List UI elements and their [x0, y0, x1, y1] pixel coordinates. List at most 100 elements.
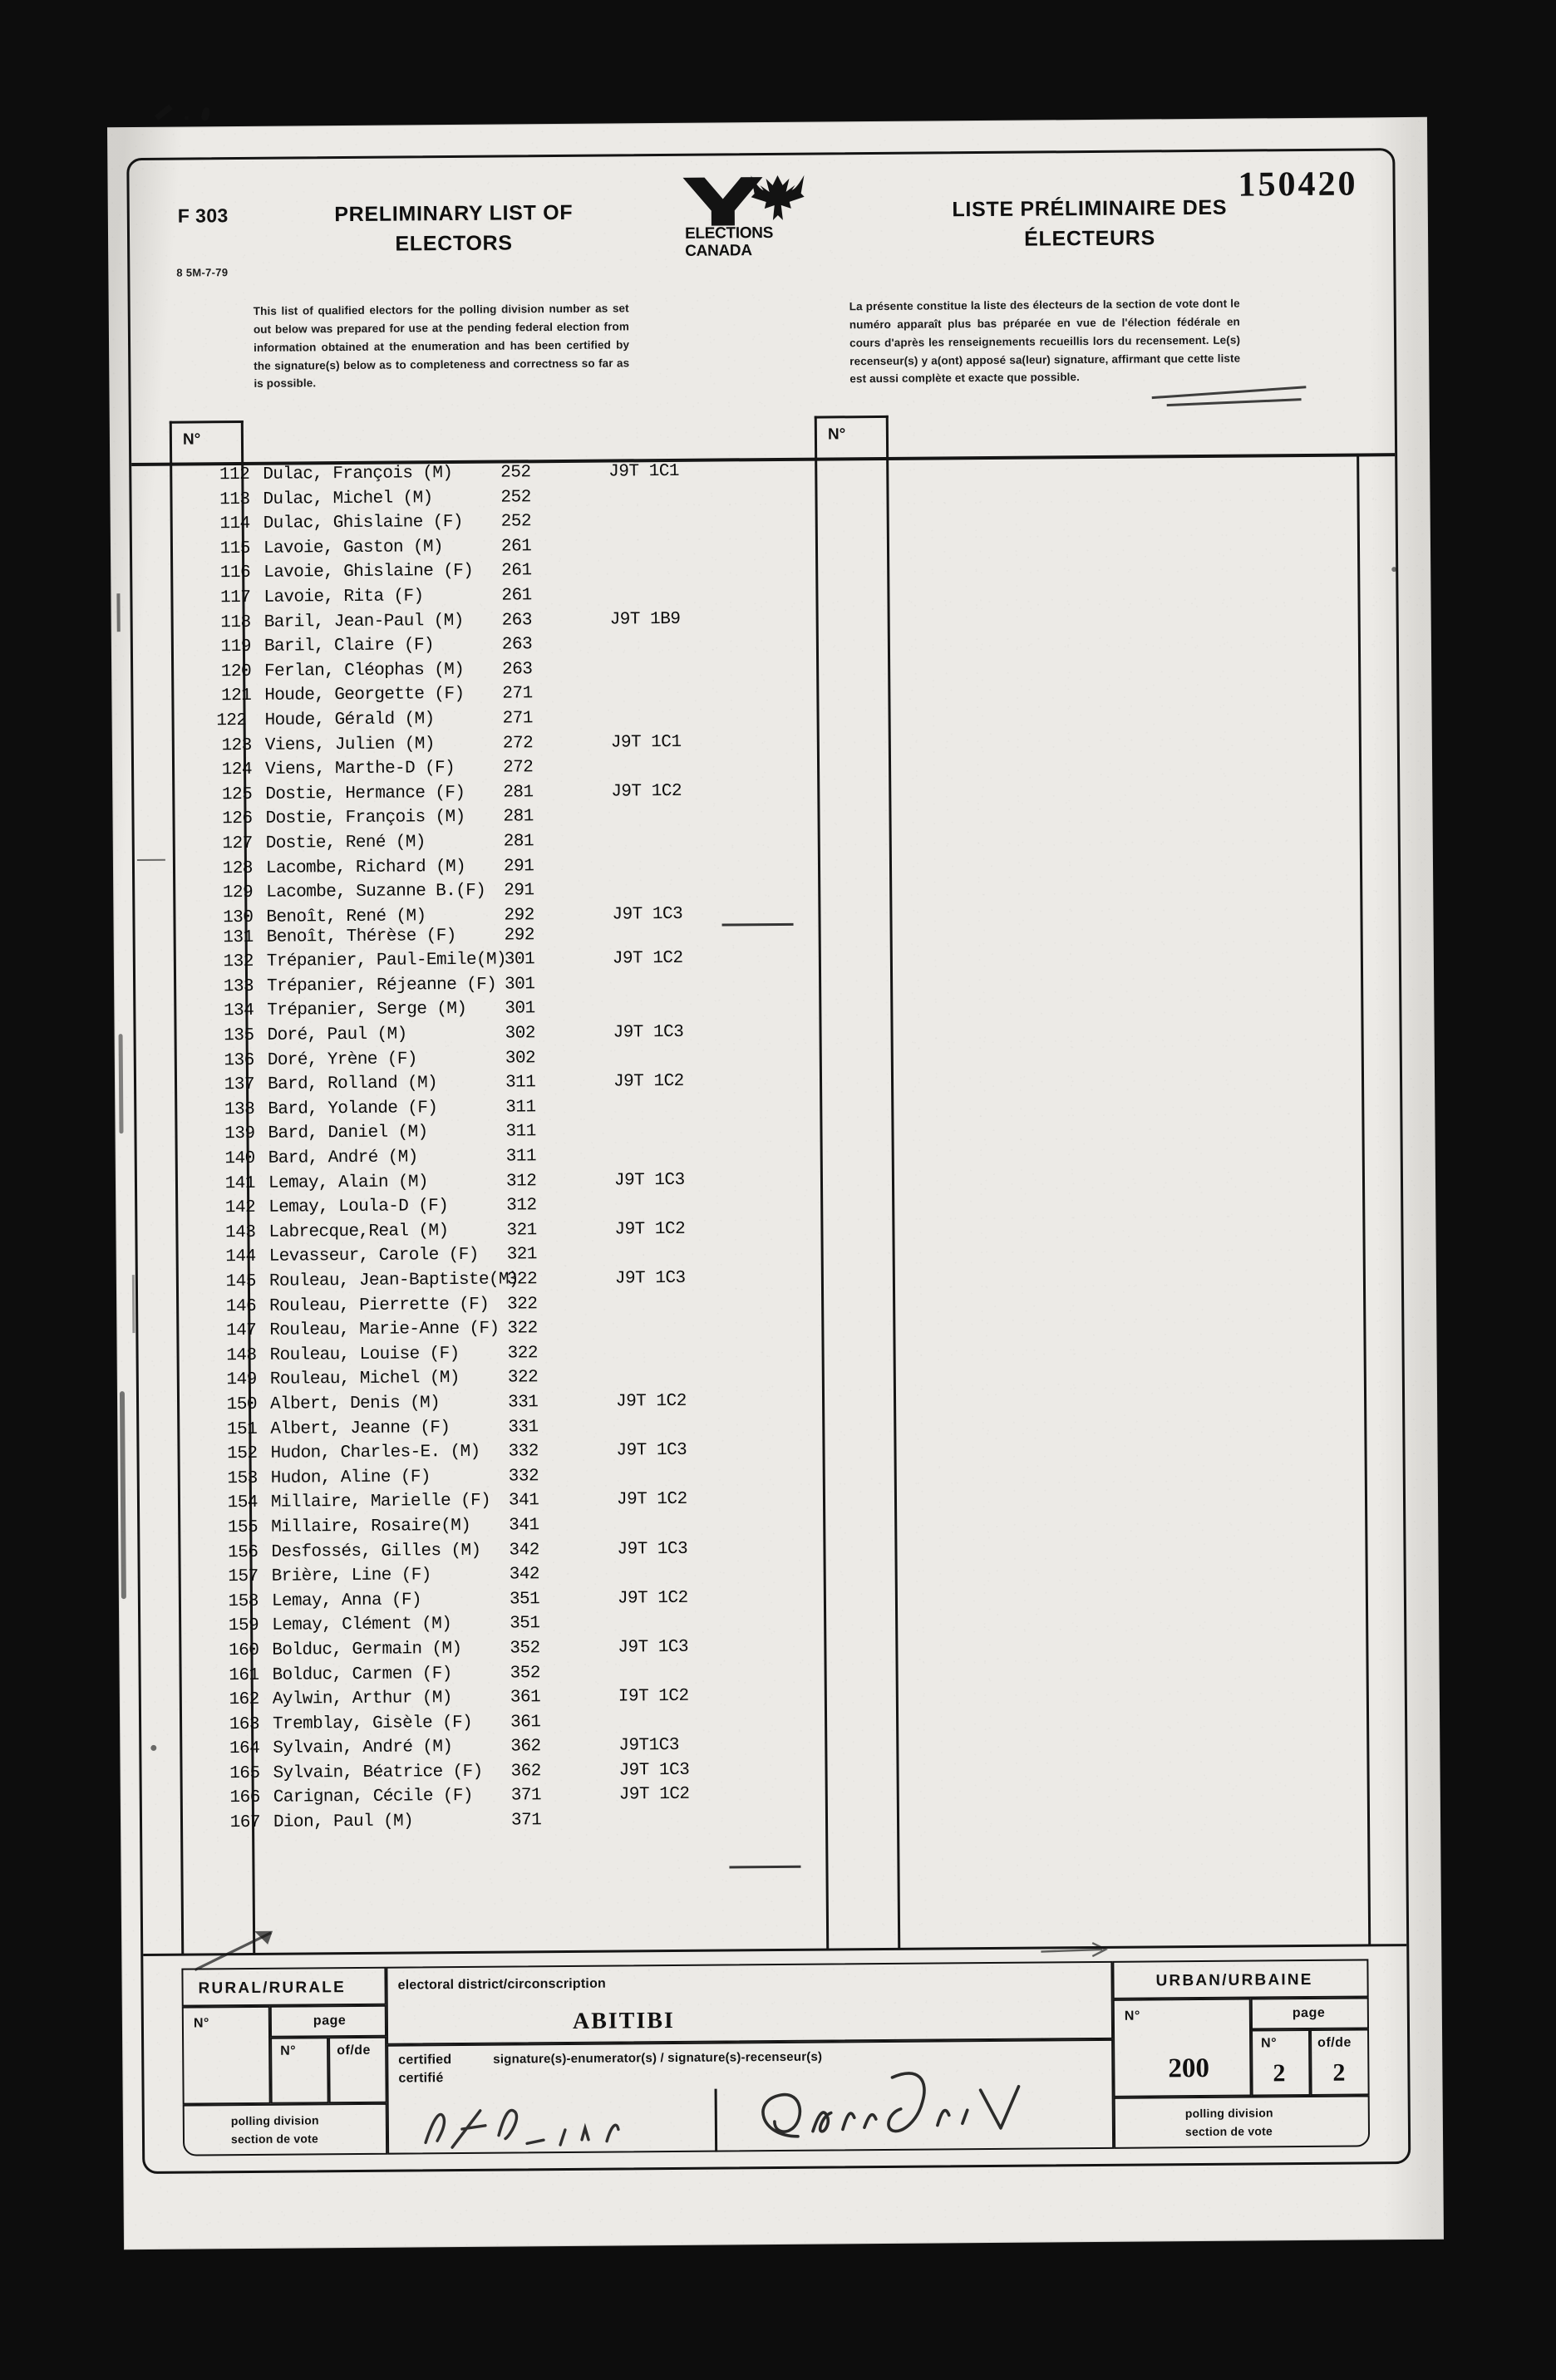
- rural-page-no-cell[interactable]: [270, 2037, 329, 2104]
- elector-division-code: 352: [510, 1663, 541, 1684]
- elector-name: Doré, Paul (M): [267, 1025, 407, 1045]
- page-title-french: LISTE PRÉLIMINAIRE DES ÉLECTEURS: [952, 195, 1228, 251]
- table-right-border: [1357, 453, 1371, 1946]
- elector-name: Dostie, François (M): [265, 808, 465, 829]
- elector-number: 154: [227, 1493, 259, 1513]
- elector-division-code: 252: [500, 487, 531, 508]
- elector-division-code: 322: [507, 1344, 539, 1364]
- rural-page-of-label: of/de: [337, 2043, 371, 2058]
- elector-postal-code: J9T 1C3: [618, 1637, 689, 1658]
- elector-name: Rouleau, Marie-Anne (F): [269, 1319, 500, 1340]
- urban-page-of-label: of/de: [1317, 2035, 1352, 2050]
- elector-number: 162: [229, 1689, 259, 1710]
- elector-name: Millaire, Marielle (F): [270, 1492, 491, 1513]
- elector-number: 117: [220, 588, 251, 608]
- urban-label: URBAN/URBAINE: [1155, 1970, 1313, 1990]
- elector-postal-code: J9T 1B9: [609, 609, 681, 630]
- elector-number: 116: [219, 563, 251, 583]
- enumerator-signature-2: [761, 2072, 1021, 2138]
- elector-name: Lacombe, Richard (M): [265, 857, 466, 878]
- elector-division-code: 301: [504, 950, 535, 970]
- elector-division-code: 322: [506, 1270, 538, 1290]
- elector-name: Sylvain, André (M): [273, 1738, 453, 1759]
- elector-name: Lemay, Alain (M): [268, 1172, 429, 1193]
- elector-name: Ferlan, Cléophas (M): [264, 660, 465, 681]
- elector-division-code: 272: [502, 733, 534, 754]
- elector-name: Hudon, Charles-E. (M): [270, 1442, 480, 1463]
- table-row[interactable]: 167 Dion, Paul (M) 371: [217, 1809, 749, 1838]
- elector-postal-code: J9T 1C1: [610, 732, 682, 753]
- rural-page-label: page: [313, 2014, 347, 2028]
- elector-division-code: 321: [506, 1245, 538, 1265]
- elector-name: Bard, Yolande (F): [268, 1099, 438, 1119]
- right-no-column-divider: [886, 456, 901, 1950]
- urban-polling-division-label-fr: section de vote: [1184, 2124, 1273, 2139]
- elector-number: 167: [229, 1812, 261, 1833]
- elector-division-code: 271: [502, 709, 534, 729]
- electoral-district-label: electoral district/circonscription: [397, 1976, 607, 1993]
- elector-name: Viens, Julien (M): [264, 734, 435, 755]
- certified-label-fr: certifié: [398, 2071, 444, 2086]
- elector-name: Albert, Denis (M): [269, 1394, 441, 1414]
- elector-number: 122: [216, 711, 247, 731]
- elector-division-code: 332: [508, 1442, 539, 1462]
- elector-division-code: 361: [510, 1688, 541, 1708]
- elector-number: 129: [222, 883, 254, 903]
- elector-name: Baril, Jean-Paul (M): [263, 611, 464, 632]
- elector-division-code: 331: [508, 1417, 539, 1438]
- rural-page-no-label: N°: [280, 2043, 297, 2058]
- elector-division-code: 322: [507, 1294, 538, 1315]
- scan-speck-2: [1391, 567, 1397, 573]
- elector-division-code: 352: [510, 1639, 540, 1659]
- elector-name: Hudon, Aline (F): [270, 1468, 431, 1488]
- elector-division-code: 291: [504, 881, 534, 901]
- rural-no-label: N°: [193, 2016, 209, 2031]
- elector-postal-code: J9T 1C2: [614, 1219, 686, 1240]
- elector-division-code: 312: [506, 1196, 537, 1216]
- elector-division-code: 311: [505, 1073, 536, 1093]
- elector-division-code: 261: [501, 561, 532, 581]
- elector-number: 144: [225, 1247, 256, 1267]
- signature-split-divider: [714, 2088, 718, 2152]
- elector-number: 160: [228, 1640, 259, 1661]
- elector-division-code: 263: [501, 610, 533, 631]
- elector-number: 163: [229, 1714, 260, 1734]
- elector-division-code: 292: [504, 925, 535, 946]
- enumerator-signature-1: [424, 2108, 620, 2149]
- elector-number: 134: [223, 1001, 254, 1021]
- elector-name: Dulac, Michel (M): [263, 488, 433, 509]
- elector-division-code: 261: [501, 586, 532, 606]
- left-no-box-left-edge: [169, 420, 173, 465]
- elector-name: Houde, Georgette (F): [264, 685, 465, 706]
- urban-page-label: page: [1292, 2005, 1326, 2021]
- elector-division-code: 322: [507, 1368, 539, 1388]
- logo-wordmark: ELECTIONS CANADA: [685, 224, 773, 260]
- elector-postal-code: J9T 1C3: [614, 1268, 686, 1289]
- elector-number: 123: [221, 735, 252, 755]
- elector-division-code: 362: [510, 1737, 541, 1757]
- elector-name: Doré, Yrène (F): [267, 1050, 417, 1070]
- elector-name: Bard, Rolland (M): [267, 1074, 438, 1095]
- elector-number: 166: [229, 1788, 260, 1808]
- elector-name: Rouleau, Jean-Baptiste(M): [268, 1270, 519, 1291]
- right-no-box-right-edge: [885, 415, 889, 459]
- elector-number: 157: [228, 1567, 259, 1587]
- rural-polling-division-label-en: polling division: [230, 2113, 319, 2128]
- elector-number: 149: [226, 1370, 257, 1390]
- table-bottom-rule: [143, 1944, 1407, 1957]
- list-end-dash: [729, 1865, 801, 1869]
- elector-name: Trépanier, Paul-Emile(M): [266, 950, 507, 972]
- elector-division-code: 342: [509, 1565, 540, 1585]
- electors-table: N° N° 112 Dulac, François (M) 252 J9T 1C1 11…: [131, 410, 1407, 1957]
- elector-division-code: 332: [508, 1466, 539, 1487]
- elector-name: Lavoie, Rita (F): [263, 587, 424, 607]
- scan-edge-artifact-1: [116, 593, 121, 632]
- elector-number: 112: [219, 465, 250, 485]
- elector-postal-code: J9T 1C2: [615, 1391, 687, 1412]
- elector-division-code: 342: [509, 1540, 539, 1561]
- elector-rows-container: 112 Dulac, François (M) 252 J9T 1C1 113 Dulac…: [206, 461, 749, 1838]
- scan-edge-artifact-4: [131, 1275, 135, 1334]
- election-form-frame: F 303 PRELIMINARY LIST OF ELECTORS 8 5M-…: [126, 148, 1411, 2175]
- urban-polling-division-cell: [1113, 2095, 1371, 2149]
- elector-postal-code: J9T1C3: [618, 1736, 680, 1756]
